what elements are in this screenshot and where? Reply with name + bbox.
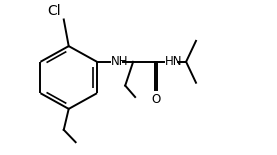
Text: O: O: [152, 93, 161, 106]
Text: NH: NH: [111, 55, 128, 68]
Text: HN: HN: [165, 55, 182, 68]
Text: Cl: Cl: [47, 4, 61, 18]
